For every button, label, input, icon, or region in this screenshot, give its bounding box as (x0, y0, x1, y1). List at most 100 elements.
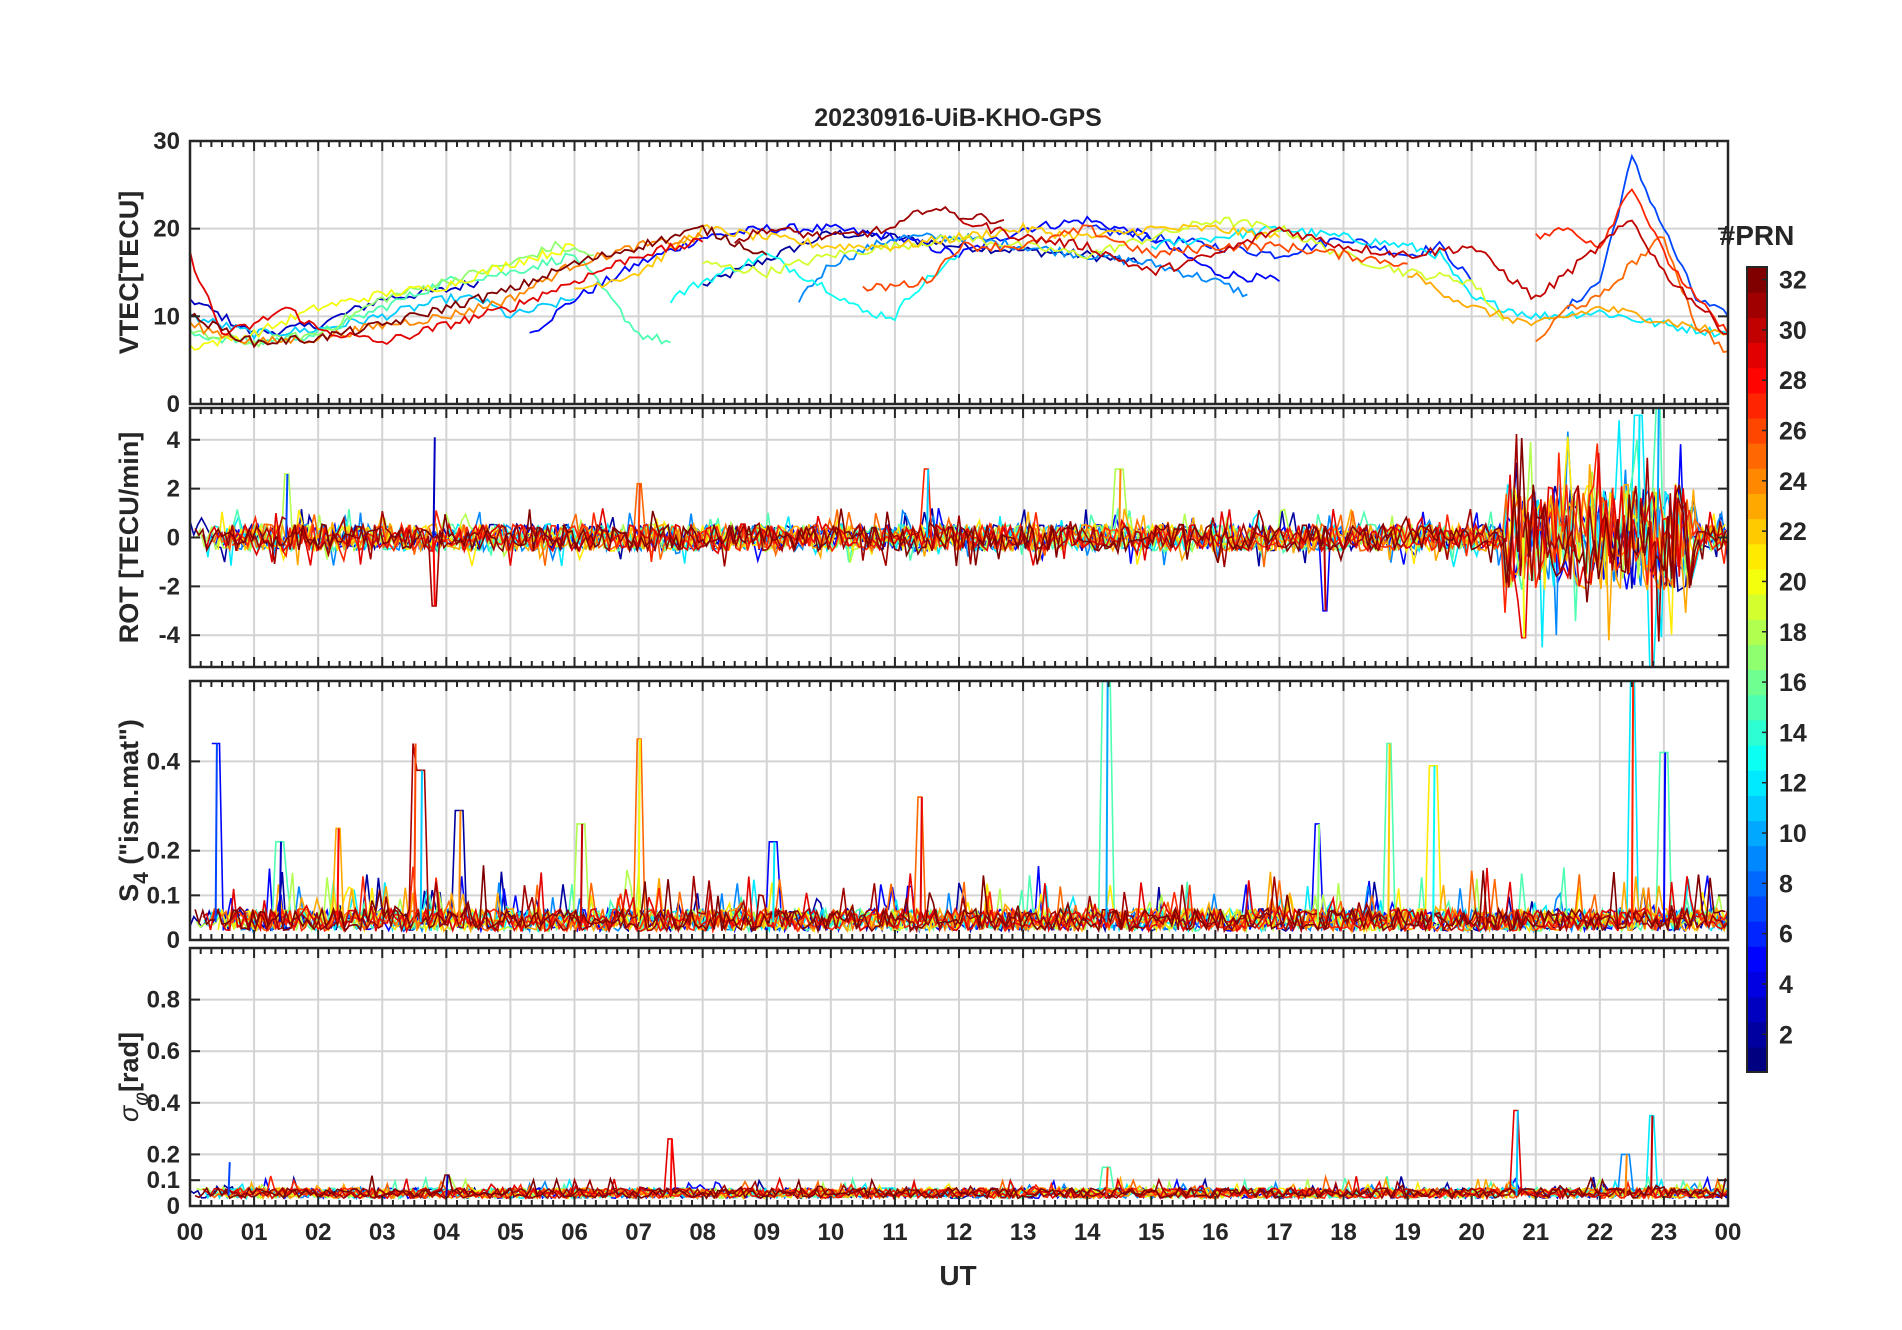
peak-mark (637, 739, 641, 923)
y-tick-label: 4 (167, 427, 181, 454)
x-tick-label: 18 (1330, 1219, 1357, 1246)
x-tick-label: 13 (1010, 1219, 1037, 1246)
series-line-prn-27 (1535, 188, 1728, 335)
peak-mark (445, 1174, 449, 1196)
peak-mark (214, 743, 218, 923)
colorbar-cell (1747, 1046, 1767, 1073)
colorbar-cell (1747, 795, 1767, 822)
x-tick-label: 06 (561, 1219, 588, 1246)
series-line-prn-32 (194, 437, 1727, 603)
peak-mark (1521, 537, 1526, 638)
colorbar-tick-label: 10 (1779, 820, 1807, 848)
data-sigma_phi (190, 1109, 1728, 1201)
x-tick-label: 02 (305, 1219, 332, 1246)
peak-mark (1630, 681, 1635, 923)
series-line-prn-32 (194, 865, 1726, 934)
x-tick-label: 09 (753, 1219, 780, 1246)
figure-title: 20230916-UiB-KHO-GPS (814, 104, 1102, 132)
colorbar-tick-label: 16 (1779, 669, 1807, 697)
peak-mark (1650, 537, 1654, 667)
colorbar-tick-label: 6 (1779, 921, 1793, 949)
x-ticks-sigma_phi (189, 948, 1729, 1206)
colorbar-tick-label: 28 (1779, 367, 1807, 395)
panel-s4: 0 0.1 0.2 0.4S4 ("ism.mat") (114, 679, 1730, 954)
colorbar-cell (1747, 619, 1767, 645)
series-line-prn-31 (223, 433, 1728, 642)
peak-mark (227, 1162, 231, 1196)
peak-mark (925, 469, 930, 538)
peak-mark (1118, 469, 1122, 538)
colorbar-tick-label: 18 (1779, 619, 1807, 647)
colorbar-cell (1747, 518, 1767, 545)
colorbar-cell (1747, 417, 1767, 444)
peak-mark (285, 473, 289, 538)
x-tick-label: 03 (369, 1219, 396, 1246)
peak-mark (278, 841, 282, 923)
colorbar-cell (1747, 292, 1767, 318)
series-line-prn-17 (190, 240, 594, 348)
colorbar-cell (1747, 946, 1767, 972)
colorbar-cell (1747, 895, 1767, 922)
peak-mark (432, 537, 436, 606)
colorbar-tick-label: 24 (1779, 468, 1807, 496)
x-tick-label: 20 (1458, 1219, 1485, 1246)
series-line-prn-31 (734, 205, 1005, 244)
series-line-prn-24 (190, 231, 704, 347)
y-axis-label-vtec: VTEC[TECU] (114, 191, 144, 355)
peak-mark (432, 437, 436, 538)
peak-mark (637, 483, 641, 538)
y-axis-label-sigma_phi: σφ[rad] (114, 1032, 153, 1122)
peak-mark (1323, 537, 1327, 611)
y-axis-label-s4: S4 ("ism.mat") (114, 719, 153, 902)
x-axis-label: UT (939, 1260, 976, 1291)
x-ticks-s4 (189, 681, 1729, 940)
x-tick-label: 10 (817, 1219, 844, 1246)
series-line-prn-11 (190, 292, 575, 341)
peak-mark (1432, 765, 1436, 923)
colorbar-cell (1747, 971, 1767, 998)
colorbar-cell (1747, 921, 1767, 947)
colorbar-cell (1747, 996, 1767, 1023)
peak-mark (458, 810, 462, 923)
series-line-prn-25 (1535, 236, 1728, 353)
series-line-prn-22 (574, 222, 1280, 290)
x-tick-label: 19 (1394, 1219, 1421, 1246)
x-tick-label: 15 (1138, 1219, 1165, 1246)
colorbar-cell (1747, 493, 1767, 520)
x-tick-label: 07 (625, 1219, 652, 1246)
y-tick-label: 0 (167, 927, 180, 954)
y-tick-label: 0.8 (147, 987, 180, 1014)
peak-mark (1105, 681, 1109, 923)
series-line-prn-29 (202, 452, 1727, 639)
panel-rot: -4 -2 0 2 4 ROT [TECU/min] (114, 406, 1730, 669)
y-tick-label: 0.6 (147, 1038, 180, 1065)
colorbar-cell (1747, 317, 1767, 344)
y-tick-label: 2 (167, 476, 180, 503)
x-tick-label: 22 (1586, 1219, 1613, 1246)
x-tick-label: 23 (1651, 1219, 1678, 1246)
colorbar-cell (1747, 594, 1767, 620)
colorbar-cell (1747, 845, 1767, 872)
colorbar-cell (1747, 1021, 1767, 1048)
data-vtec (190, 153, 1728, 353)
peak-mark (1662, 752, 1667, 923)
y-tick-label: 0.4 (147, 748, 181, 775)
colorbar-cell (1747, 543, 1767, 570)
colorbar-tick-label: 30 (1779, 317, 1807, 345)
peak-mark (1387, 743, 1391, 923)
colorbar-cell (1747, 267, 1767, 293)
x-tick-label: 05 (497, 1219, 524, 1246)
peak-mark (1656, 408, 1660, 538)
x-ticks-vtec (189, 141, 1729, 404)
x-tick-label: 21 (1522, 1219, 1549, 1246)
y-tick-label: 0 (167, 1193, 180, 1220)
y-axis-label-rot: ROT [TECU/min] (114, 432, 144, 643)
y-tick-label: 30 (153, 128, 180, 155)
colorbar-tick-label: 2 (1779, 1021, 1793, 1049)
series-line-prn-23 (1407, 271, 1728, 336)
colorbar-cell (1747, 392, 1767, 419)
x-tick-label: 00 (177, 1219, 204, 1246)
colorbar-cell (1747, 367, 1767, 394)
series-line-prn-12 (203, 414, 1728, 667)
